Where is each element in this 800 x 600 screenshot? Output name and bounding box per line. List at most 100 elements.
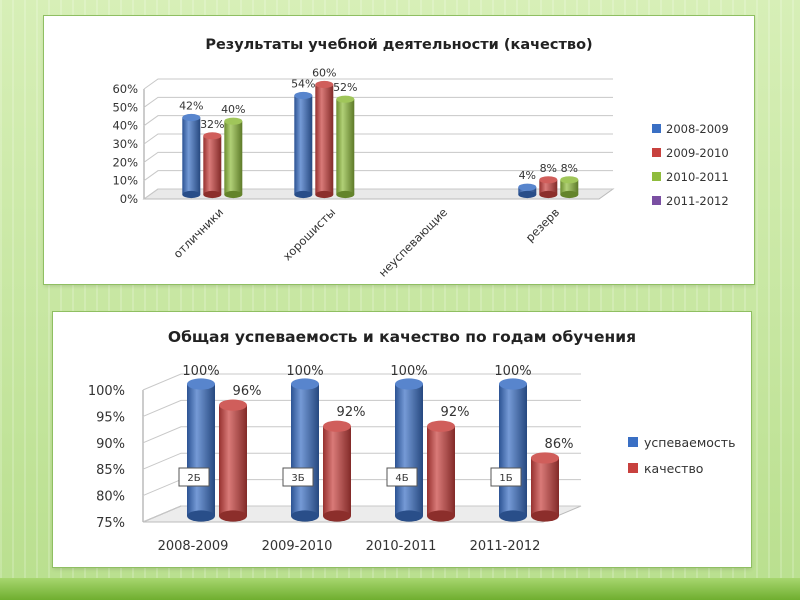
bar-top (187, 378, 215, 390)
data-bar (518, 183, 537, 199)
bar-base (395, 510, 423, 522)
chart-yearly-performance: Общая успеваемость и качество по годам о… (88, 328, 736, 554)
bar-base (224, 190, 243, 199)
chart-title: Общая успеваемость и качество по годам о… (168, 328, 636, 346)
bar-body (315, 84, 334, 195)
bar-top (531, 452, 559, 464)
bar-body (336, 99, 355, 195)
bar-body (560, 179, 579, 195)
bar-top (182, 113, 201, 122)
bar-base (182, 190, 201, 199)
gridline (142, 399, 581, 417)
data-label: 96% (233, 384, 262, 399)
legend-swatch (628, 463, 638, 473)
data-bar (291, 378, 319, 522)
data-label: 100% (182, 364, 219, 379)
y-tick-label: 75% (96, 516, 125, 531)
gridline (143, 170, 613, 182)
data-label: 100% (390, 364, 427, 379)
legend-swatch (652, 172, 661, 181)
data-label: 42% (179, 100, 203, 113)
legend-label: 2008-2009 (666, 122, 729, 136)
bar-base (187, 510, 215, 522)
class-annotation-box (386, 467, 418, 487)
data-label: 52% (333, 81, 357, 94)
legend-label: успеваемость (644, 435, 735, 450)
class-annotation-label: 2Б (187, 473, 200, 484)
gridline (142, 373, 581, 391)
gridline (143, 188, 613, 200)
bar-body (187, 384, 215, 516)
y-tick-label: 20% (112, 155, 138, 169)
legend-swatch (652, 124, 661, 133)
data-bar (315, 80, 334, 199)
bar-body (291, 384, 319, 516)
data-bar (531, 452, 559, 522)
data-label: 32% (200, 118, 224, 131)
class-annotation-label: 4Б (395, 473, 408, 484)
bar-base (203, 190, 222, 199)
data-bar (560, 176, 579, 199)
bar-base (539, 190, 558, 199)
y-tick-label: 50% (112, 100, 138, 114)
bar-base (323, 510, 351, 522)
x-tick-label: неуспевающие (376, 205, 450, 279)
chart-activity-results: Результаты учебной деятельности (качеств… (112, 37, 729, 280)
x-tick-label: отличники (170, 205, 226, 261)
x-tick-label: 2010-2011 (366, 539, 437, 554)
data-bar (219, 399, 247, 522)
data-bar (539, 176, 558, 199)
bar-base (531, 510, 559, 522)
data-bar (427, 420, 455, 522)
y-tick-label: 100% (88, 384, 125, 399)
data-bar (187, 378, 215, 522)
bar-top (294, 91, 313, 100)
y-tick-label: 10% (112, 174, 138, 188)
class-annotation-label: 1Б (499, 473, 512, 484)
x-tick-label: резерв (523, 205, 563, 245)
y-tick-label: 60% (112, 82, 138, 96)
gridline (143, 96, 613, 108)
bar-base (219, 510, 247, 522)
bar-base (336, 190, 355, 199)
legend-label: 2010-2011 (666, 170, 729, 184)
bar-top (539, 176, 558, 184)
bar-body (323, 426, 351, 516)
x-tick-label: 2011-2012 (470, 539, 541, 554)
legend-label: 2011-2012 (666, 194, 729, 208)
bar-top (499, 378, 527, 390)
data-label: 92% (337, 405, 366, 420)
class-annotation-box (282, 467, 314, 487)
y-tick-label: 40% (112, 119, 138, 133)
bar-base (427, 510, 455, 522)
bar-body (203, 135, 222, 195)
bar-top (203, 132, 222, 140)
bar-top (315, 80, 334, 89)
chart-panel-activity-results: Результаты учебной деятельности (качеств… (44, 16, 754, 284)
bar-top (395, 378, 423, 390)
bar-body (531, 457, 559, 516)
bar-top (219, 399, 247, 411)
data-bar (294, 91, 313, 199)
data-label: 8% (561, 162, 578, 175)
y-tick-label: 0% (120, 192, 138, 206)
data-label: 60% (312, 67, 336, 80)
bar-top (560, 176, 579, 184)
x-tick-label: 2008-2009 (158, 539, 229, 554)
bar-base (315, 190, 334, 199)
bar-base (294, 190, 313, 199)
y-tick-label: 90% (96, 437, 125, 452)
bar-base (560, 190, 579, 199)
data-label: 100% (286, 364, 323, 379)
legend-label: 2009-2010 (666, 146, 729, 160)
bar-body (499, 384, 527, 516)
data-label: 40% (221, 103, 245, 116)
y-tick-label: 30% (112, 137, 138, 151)
slide-bottom-strip (0, 578, 800, 600)
data-label: 92% (441, 405, 470, 420)
class-annotation-box (490, 467, 522, 487)
bar-base (291, 510, 319, 522)
chart-title: Результаты учебной деятельности (качеств… (205, 37, 592, 53)
legend-swatch (628, 437, 638, 447)
y-tick-label: 95% (96, 410, 125, 425)
